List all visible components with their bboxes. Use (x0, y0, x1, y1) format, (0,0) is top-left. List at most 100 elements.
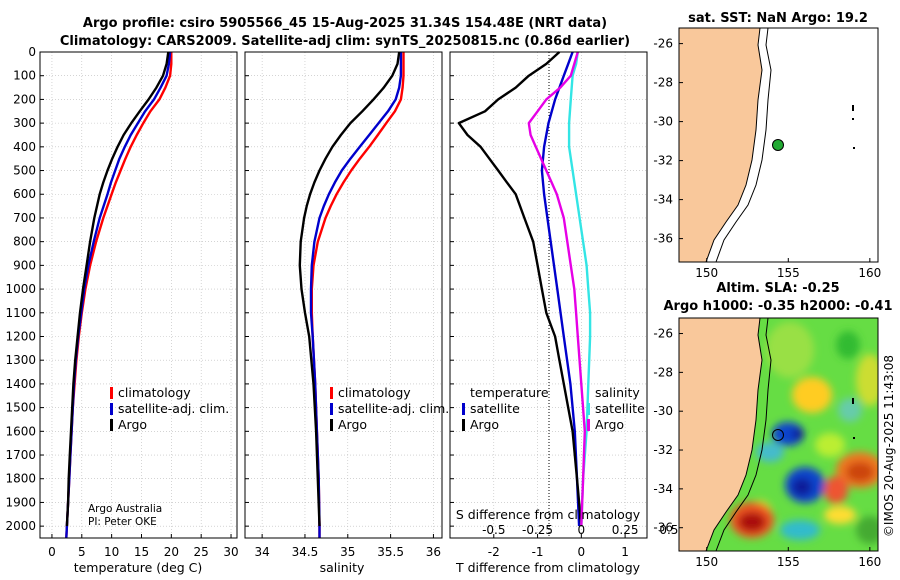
depth-tick-label: 1700 (5, 448, 36, 462)
map-y-tick-label: -30 (653, 404, 673, 418)
map-y-tick-label: -28 (653, 365, 673, 379)
sst-map-xtick-labels: 150 155 160 (695, 266, 881, 280)
legend-satellite-swatch (330, 403, 333, 415)
sst-map-title: sat. SST: NaN Argo: 19.2 (688, 11, 868, 26)
sla-map-shelf-contour (715, 317, 772, 552)
sst-map-shelf-contour (715, 27, 772, 263)
depth-tick-label: 1100 (5, 306, 36, 320)
legend-argo-swatch (110, 419, 113, 431)
s-diff-tick-label: 0 (578, 523, 586, 537)
map-y-tick-label: -32 (653, 154, 673, 168)
depth-tick-label: 1800 (5, 472, 36, 486)
temperature-xlabel: temperature (deg C) (74, 560, 203, 575)
s-diff-tick-label: 0.5 (659, 523, 678, 537)
legend-climatology-swatch (110, 387, 113, 399)
x-tick-label: 20 (164, 545, 179, 559)
temperature-tick-labels: 0 5 10 15 20 25 30 (48, 545, 239, 559)
x-tick-label: -1 (532, 545, 544, 559)
profiles-legend: climatology satellite-adj. clim. Argo (110, 385, 229, 432)
series-line-argo (65, 51, 170, 527)
depth-tick-label: 100 (13, 69, 36, 83)
legend-sal-satellite-label: satellite (595, 401, 645, 416)
sla-map-argo-marker (772, 429, 784, 441)
salinity-axes-box (244, 51, 443, 539)
legend-satellite-label: satellite-adj. clim. (118, 401, 229, 416)
temperature-axes-box (39, 51, 238, 539)
sst-map-ticks (679, 43, 871, 262)
salinity-tick-labels: 34 34.5 35 35.5 36 (254, 545, 441, 559)
x-tick-label: 30 (223, 545, 238, 559)
depth-tick-label: 800 (13, 235, 36, 249)
series-line-temperature-argo (457, 51, 583, 527)
credit-line2: PI: Peter OKE (88, 516, 157, 528)
salinity-grid (245, 51, 442, 538)
series-line-argo (298, 51, 401, 527)
series-line-salinity-satellite (567, 51, 592, 527)
t-difference-tick-labels: -2 -1 0 1 (488, 545, 629, 559)
map-y-tick-label: -30 (653, 115, 673, 129)
x-tick-label: 5 (78, 545, 86, 559)
sst-map: sat. SST: NaN Argo: 19.2 150 155 160 -26 -2… (653, 11, 881, 280)
map-x-tick-label: 155 (777, 555, 800, 569)
sst-map-island (852, 118, 854, 120)
map-x-tick-label: 150 (695, 266, 718, 280)
sst-map-argo-marker (772, 139, 784, 151)
x-tick-label: 36 (426, 545, 441, 559)
difference-panel: -2 -1 0 1 -0.5 -0.25 0 0.25 0.5 S difference fr… (449, 51, 678, 575)
map-y-tick-label: -34 (653, 482, 673, 496)
depth-tick-label: 300 (13, 116, 36, 130)
legend-argo-label: Argo (118, 417, 147, 432)
map-x-tick-label: 160 (858, 555, 881, 569)
difference-axes-box (449, 51, 648, 539)
depth-tick-label: 200 (13, 92, 36, 106)
sla-map-title-line2: Argo h1000: -0.35 h2000: -0.41 (663, 299, 892, 314)
sla-map: Altim. SLA: -0.25 Argo h1000: -0.35 h200… (653, 281, 892, 569)
s-difference-xlabel: S difference from climatology (456, 507, 641, 522)
sst-map-island (852, 105, 854, 111)
sla-map-title-line1: Altim. SLA: -0.25 (716, 281, 839, 296)
imos-timestamp: ©IMOS 20-Aug-2025 11:43:08 (882, 355, 896, 537)
map-y-tick-label: -26 (653, 37, 673, 51)
depth-tick-label: 1500 (5, 401, 36, 415)
sla-map-ticks (679, 333, 871, 551)
depth-tick-label: 500 (13, 164, 36, 178)
sst-map-axes-box (678, 27, 879, 263)
legend-temp-satellite-label: satellite (470, 401, 520, 416)
figure-title-line1: Argo profile: csiro 5905566_45 15-Aug-20… (83, 16, 607, 31)
series-line-salinity-argo (527, 51, 586, 527)
map-y-tick-label: -34 (653, 193, 673, 207)
x-tick-label: 35.5 (377, 545, 404, 559)
legend-argo-label: Argo (338, 417, 367, 432)
sst-map-island (853, 147, 855, 149)
depth-tick-labels: 0 100 200 300 400 500 600 700 800 900 1000 1100 1200… (5, 45, 36, 533)
x-tick-label: 34.5 (292, 545, 319, 559)
sst-map-coastline (705, 27, 763, 263)
salinity-lines (298, 51, 405, 538)
map-y-tick-label: -26 (653, 327, 673, 341)
temperature-panel: 0100200300400500600700800900100011001200… (5, 45, 238, 575)
legend-temp-title: temperature (470, 385, 549, 400)
sla-map-island (853, 437, 855, 439)
depth-tick-label: 1600 (5, 424, 36, 438)
sla-map-axes-box (678, 317, 879, 552)
map-y-tick-label: -28 (653, 76, 673, 90)
sla-map-coastline (705, 317, 763, 552)
x-tick-label: 0 (578, 545, 586, 559)
credit-line1: Argo Australia (88, 503, 162, 515)
x-tick-label: 35 (340, 545, 355, 559)
sla-map-land (679, 318, 762, 551)
x-tick-label: 34 (254, 545, 269, 559)
legend-climatology-label: climatology (118, 385, 191, 400)
s-difference-tick-labels: -0.5 -0.25 0 0.25 0.5 (482, 523, 678, 537)
salinity-legend: climatology satellite-adj. clim. Argo (330, 385, 449, 432)
x-tick-label: 10 (104, 545, 119, 559)
x-tick-label: 15 (134, 545, 149, 559)
difference-legend: temperature satellite Argo salinity sate… (462, 385, 645, 432)
sla-map-island (852, 398, 854, 404)
map-y-tick-label: -36 (653, 232, 673, 246)
legend-sal-argo-label: Argo (595, 417, 624, 432)
series-line-climatology (310, 52, 405, 538)
legend-climatology-label: climatology (338, 385, 411, 400)
s-diff-tick-label: 0.25 (612, 523, 639, 537)
